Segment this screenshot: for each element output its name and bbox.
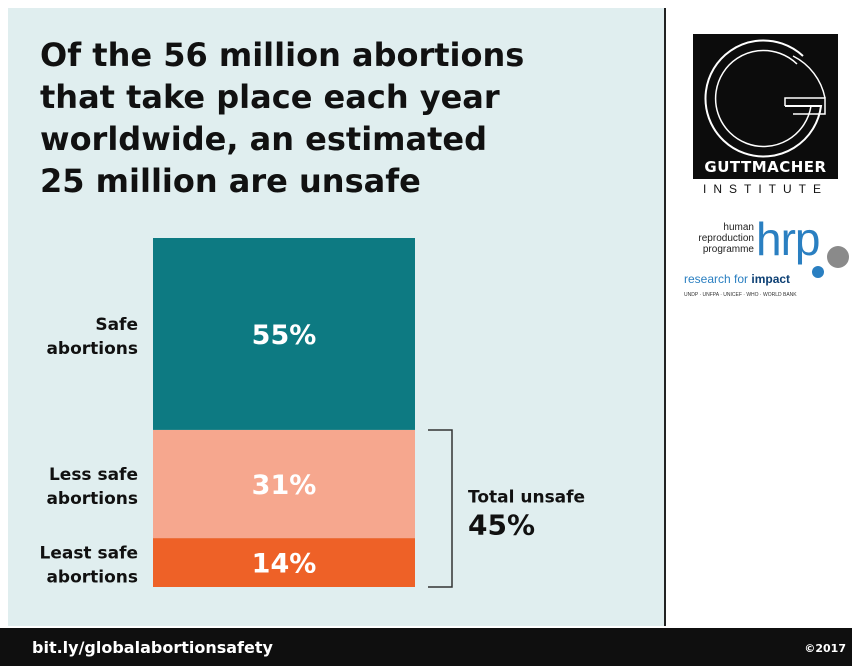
guttmacher-institute: INSTITUTE [703,182,828,196]
guttmacher-name: GUTTMACHER [704,158,827,176]
hrp-blue-dot-icon [812,266,824,278]
guttmacher-mark: GUTTMACHER [693,34,838,179]
bar-value-label-1: 55% [252,320,317,351]
panel-divider [664,8,666,626]
category-label-3-line-2: abortions [46,568,138,588]
guttmacher-logo: GUTTMACHER INSTITUTE [693,34,838,196]
hrp-line-programme: programme [702,244,754,255]
footer-bar: bit.ly/globalabortionsafety ©2017 [0,628,852,666]
category-label-3-line-1: Least safe [39,544,138,564]
bar-segment-2 [153,429,415,539]
category-label-1-line-1: Safe [95,315,138,335]
hrp-line-reproduction: reproduction [698,233,754,244]
unsafe-bracket [428,429,453,588]
bracket-value: 45% [468,508,535,541]
chart-title: Of the 56 million abortions that take pl… [40,34,640,202]
bar-value-label-3: 14% [252,549,317,580]
hrp-tagline-b: impact [751,272,791,286]
bracket-label: Total unsafe [468,487,585,507]
hrp-wordmark: hrp [756,213,820,265]
bar-segment-1 [153,238,415,430]
category-label-2-line-2: abortions [46,489,138,509]
hrp-grey-dot-icon [827,246,849,268]
category-label-1-line-2: abortions [46,339,138,359]
hrp-tagline: research for impact [684,272,790,286]
category-label-2-line-1: Less safe [49,465,138,485]
title-line-1: Of the 56 million abortions [40,36,525,74]
hrp-logo: human reproduction programme hrp researc… [682,213,852,312]
hrp-small-text: human reproduction programme [682,222,754,255]
bar-value-label-2: 31% [252,470,317,501]
bar-segment-3 [153,538,415,587]
title-line-2: that take place each year [40,78,500,116]
hrp-tagline-a: research for [684,272,752,286]
title-line-4: 25 million are unsafe [40,162,421,200]
footer-copyright: ©2017 [804,642,846,655]
guttmacher-g-icon [704,39,826,158]
title-line-3: worldwide, an estimated [40,120,488,158]
hrp-line-human: human [723,222,754,233]
hrp-partners: UNDP · UNFPA · UNICEF · WHO · WORLD BANK [684,292,797,298]
footer-link[interactable]: bit.ly/globalabortionsafety [32,638,273,657]
